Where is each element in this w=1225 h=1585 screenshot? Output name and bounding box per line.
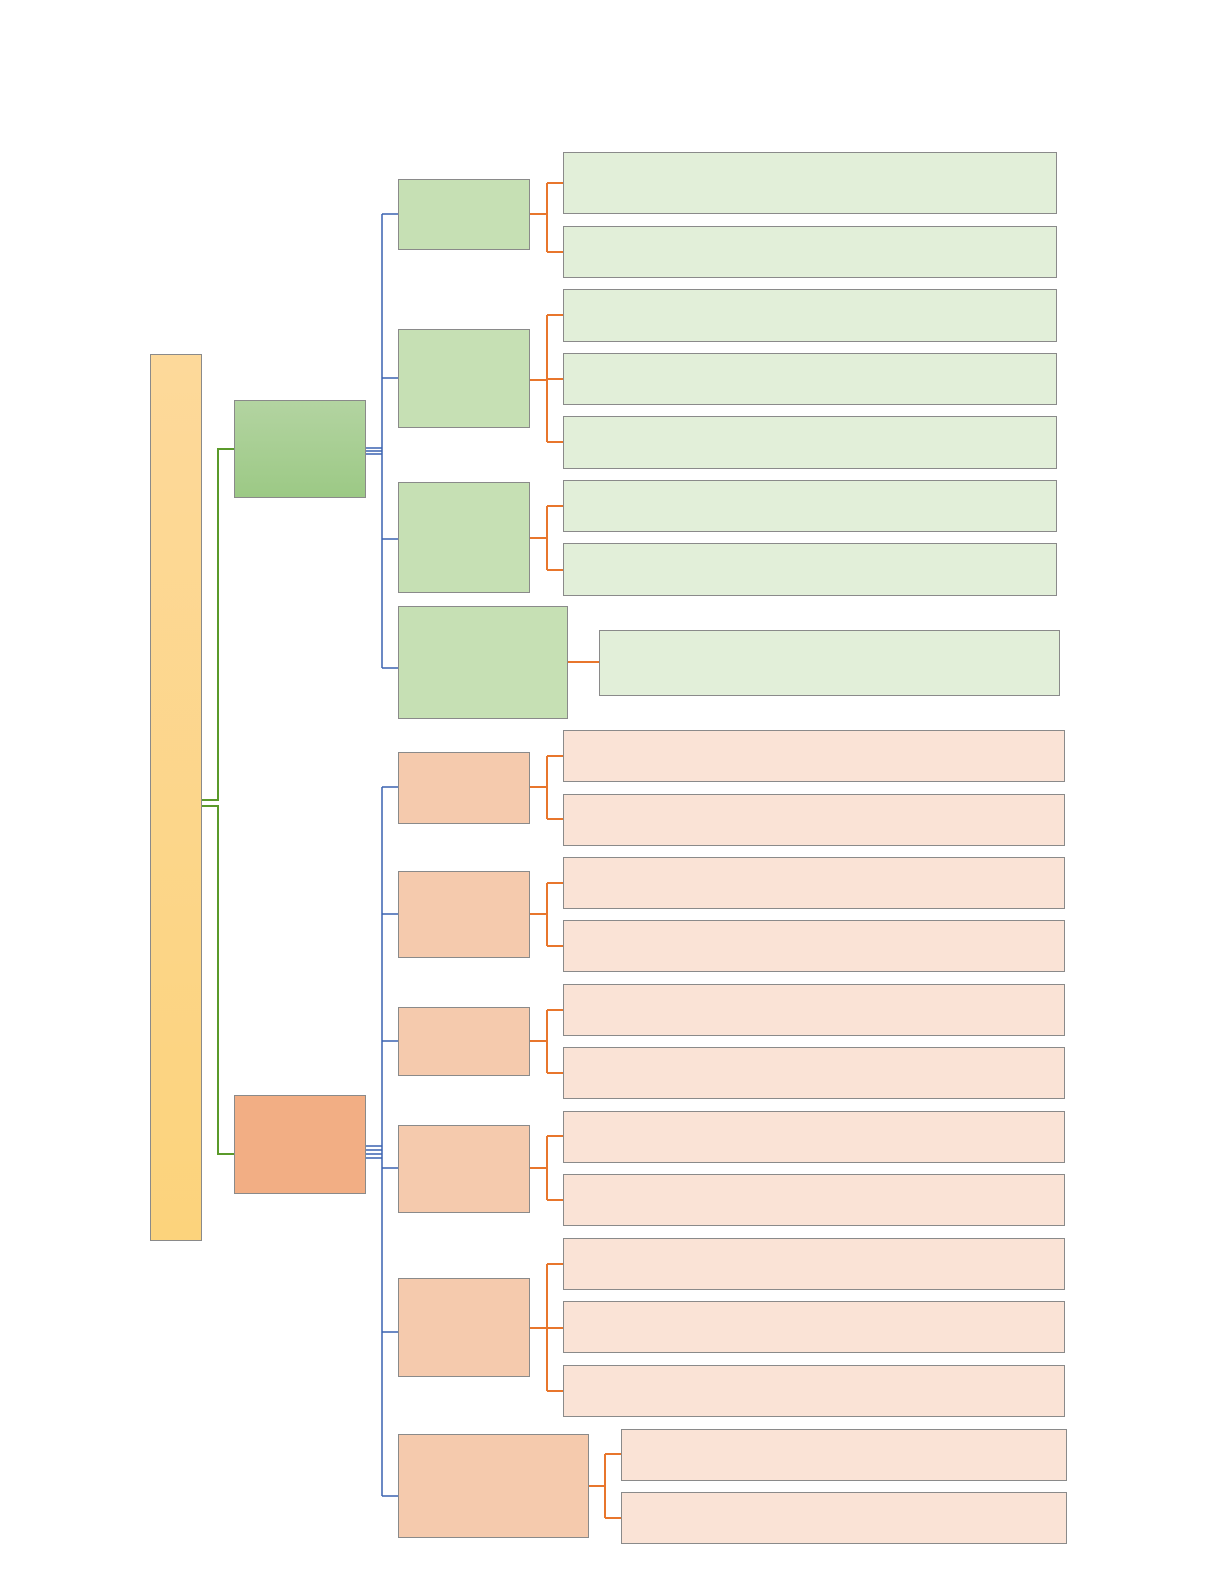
orange-group-node — [398, 752, 530, 824]
orange-branch-node — [234, 1095, 366, 1194]
orange-group-node — [398, 1007, 530, 1076]
orange-leaf-node — [563, 730, 1065, 782]
green-group-node — [398, 606, 568, 719]
green-leaf-node — [563, 543, 1057, 596]
orange-leaf-node — [563, 984, 1065, 1036]
orange-leaf-node — [563, 857, 1065, 909]
root-to-orange-branch-connector — [202, 805, 234, 1155]
green-leaf-node — [563, 353, 1057, 405]
orange-group-node — [398, 1278, 530, 1377]
green-branch-bus — [366, 214, 383, 668]
orange-group-node — [398, 1434, 589, 1538]
orange-leaf-node — [563, 920, 1065, 972]
green-leaf-node — [563, 289, 1057, 342]
green-group-node — [398, 179, 530, 250]
orange-leaf-node — [621, 1429, 1067, 1481]
green-leaf-node — [563, 416, 1057, 469]
orange-leaf-node — [563, 1301, 1065, 1353]
root-node — [150, 354, 202, 1241]
orange-leaf-node — [563, 1174, 1065, 1226]
green-leaf-node — [563, 226, 1057, 278]
orange-leaf-node — [563, 794, 1065, 846]
orange-group-node — [398, 1125, 530, 1213]
orange-leaf-node — [621, 1492, 1067, 1544]
orange-leaf-node — [563, 1238, 1065, 1290]
green-leaf-node — [599, 630, 1060, 696]
orange-leaf-node — [563, 1365, 1065, 1417]
orange-group-node — [398, 871, 530, 958]
orange-branch-bus — [366, 787, 383, 1496]
green-group-node — [398, 482, 530, 593]
green-group-node — [398, 329, 530, 428]
green-leaf-node — [563, 152, 1057, 214]
orange-leaf-node — [563, 1047, 1065, 1099]
green-leaf-node — [563, 480, 1057, 532]
orange-leaf-node — [563, 1111, 1065, 1163]
green-branch-node — [234, 400, 366, 498]
root-to-green-branch-connector — [202, 448, 234, 801]
